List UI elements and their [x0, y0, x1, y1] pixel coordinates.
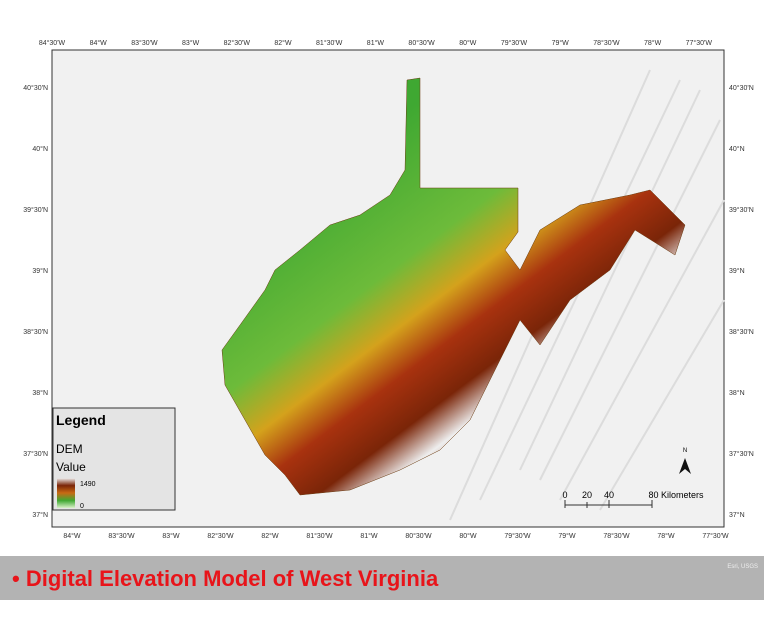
lon-label-bottom: 83°W [162, 532, 180, 540]
lon-label-bottom: 83°30'W [108, 532, 135, 540]
legend-high: 1490 [80, 481, 96, 488]
lon-label-top: 80°30'W [408, 39, 435, 47]
lat-label-right: 38°30'N [729, 328, 754, 336]
legend-ramp [57, 478, 75, 508]
lon-label-top: 84°30'W [39, 39, 66, 47]
lon-label-top: 81°W [367, 39, 385, 47]
lat-label-left: 37°N [32, 511, 48, 519]
lat-label-left: 39°N [32, 267, 48, 275]
lon-label-bottom: 78°W [657, 532, 675, 540]
lon-label-top: 82°W [274, 39, 292, 47]
lon-label-top: 83°30'W [131, 39, 158, 47]
lon-label-bottom: 80°30'W [405, 532, 432, 540]
lat-label-right: 39°30'N [729, 206, 754, 214]
lon-label-bottom: 79°W [558, 532, 576, 540]
lon-label-bottom: 81°30'W [306, 532, 333, 540]
north-label: N [683, 448, 687, 454]
lon-label-top: 82°30'W [224, 39, 251, 47]
lon-label-bottom: 81°W [360, 532, 378, 540]
caption-band [0, 556, 764, 600]
lat-label-right: 38°N [729, 389, 745, 397]
lon-label-bottom: 84°W [63, 532, 81, 540]
lat-label-left: 38°30'N [23, 328, 48, 336]
scale-label: 80 Kilometers [648, 490, 704, 500]
lat-label-left: 40°N [32, 145, 48, 153]
lon-label-top: 81°30'W [316, 39, 343, 47]
lon-label-top: 78°30'W [593, 39, 620, 47]
lat-label-left: 39°30'N [23, 206, 48, 214]
scale-label: 20 [582, 490, 592, 500]
lat-label-right: 40°30'N [729, 84, 754, 92]
west-virginia-dem [221, 77, 686, 496]
lon-label-bottom: 79°30'W [504, 532, 531, 540]
lat-label-left: 38°N [32, 389, 48, 397]
lon-label-top: 83°W [182, 39, 200, 47]
scale-label: 40 [604, 490, 614, 500]
scale-label: 0 [562, 490, 567, 500]
scale-bar [564, 500, 653, 508]
legend-title: Legend [56, 412, 106, 428]
lat-label-left: 40°30'N [23, 84, 48, 92]
lon-label-top: 79°W [552, 39, 570, 47]
lon-label-top: 80°W [459, 39, 477, 47]
lon-label-bottom: 82°30'W [207, 532, 234, 540]
legend-field: Value [56, 460, 86, 474]
legend-low: 0 [80, 503, 84, 510]
lat-label-left: 37°30'N [23, 450, 48, 458]
legend-layer: DEM [56, 442, 83, 456]
lat-label-right: 37°N [729, 511, 745, 519]
lat-label-right: 40°N [729, 145, 745, 153]
lon-label-bottom: 78°30'W [603, 532, 630, 540]
lon-label-bottom: 82°W [261, 532, 279, 540]
lat-label-right: 37°30'N [729, 450, 754, 458]
attribution: Esri, USGS [727, 564, 758, 570]
lon-label-top: 78°W [644, 39, 662, 47]
lon-label-top: 84°W [90, 39, 108, 47]
caption: • Digital Elevation Model of West Virgin… [12, 566, 439, 591]
north-arrow [679, 458, 691, 474]
lon-label-bottom: 80°W [459, 532, 477, 540]
lon-label-top: 77°30'W [686, 39, 713, 47]
lon-label-bottom: 77°30'W [702, 532, 729, 540]
lon-label-top: 79°30'W [501, 39, 528, 47]
lat-label-right: 39°N [729, 267, 745, 275]
